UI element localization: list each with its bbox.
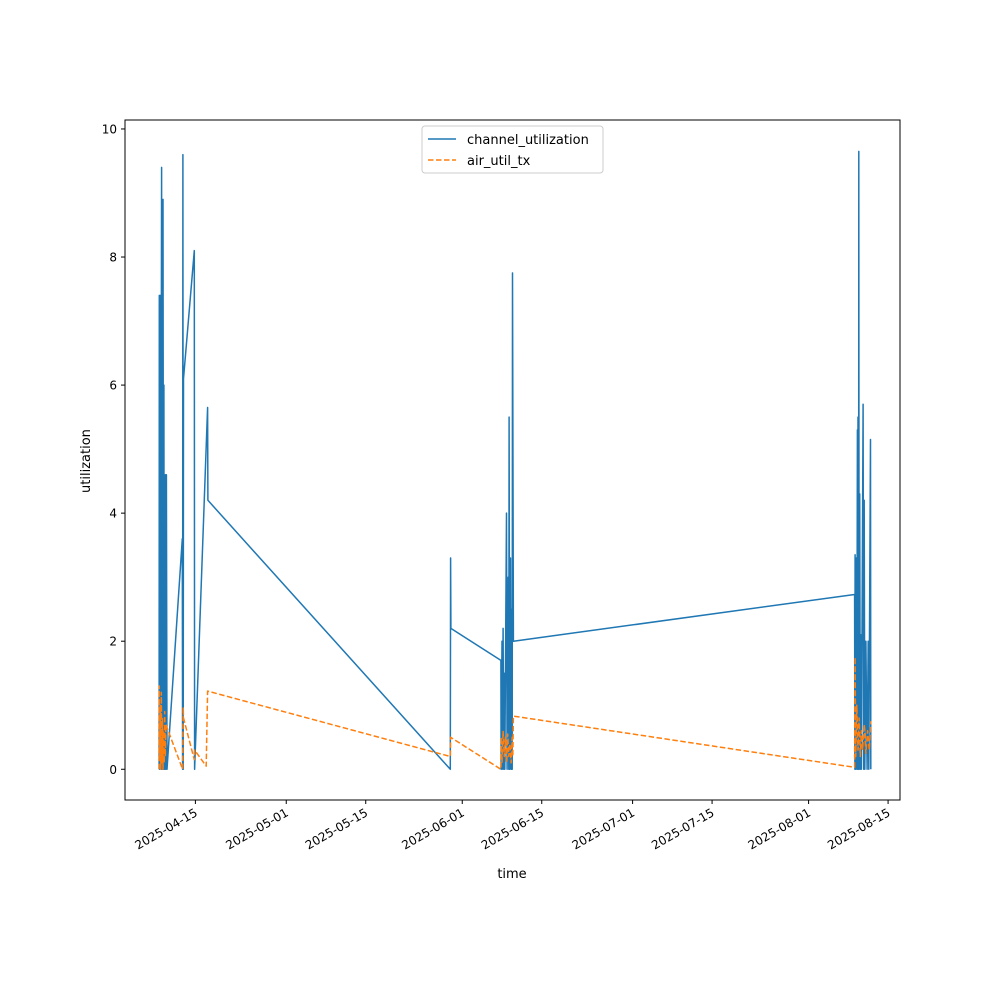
y-tick-label: 4 — [109, 507, 117, 521]
x-axis-label: time — [497, 867, 526, 882]
y-tick-label: 0 — [109, 763, 117, 777]
x-tick-label: 2025-08-15 — [825, 805, 892, 852]
x-tick-label: 2025-05-01 — [223, 805, 290, 852]
legend-label-channel-utilization: channel_utilization — [467, 133, 589, 148]
legend-box — [421, 125, 604, 174]
x-tick-label: 2025-06-01 — [399, 805, 466, 852]
legend-label-air-util-tx: air_util_tx — [467, 154, 531, 169]
x-tick-label: 2025-05-15 — [303, 805, 370, 852]
legend: channel_utilization air_util_tx — [421, 125, 604, 174]
x-tick-label: 2025-08-01 — [746, 805, 813, 852]
y-tick-label: 2 — [109, 635, 117, 649]
y-tick-label: 8 — [109, 251, 117, 265]
y-tick-label: 10 — [102, 122, 117, 136]
x-tick-label: 2025-07-15 — [649, 805, 716, 852]
x-tick-label: 2025-04-15 — [132, 805, 199, 852]
x-tick-label: 2025-06-15 — [479, 805, 546, 852]
y-axis-label: utilization — [79, 429, 94, 493]
y-tick-label: 6 — [109, 379, 117, 393]
x-tick-label: 2025-07-01 — [570, 805, 637, 852]
x-axis: 2025-04-15 2025-05-01 2025-05-15 2025-06-01… — [132, 800, 893, 852]
series-line-channel-utilization — [158, 150, 872, 771]
y-axis: 0 2 4 6 8 10 — [102, 122, 125, 777]
series-line-air-util-tx — [158, 656, 872, 771]
axes-frame — [124, 119, 901, 801]
